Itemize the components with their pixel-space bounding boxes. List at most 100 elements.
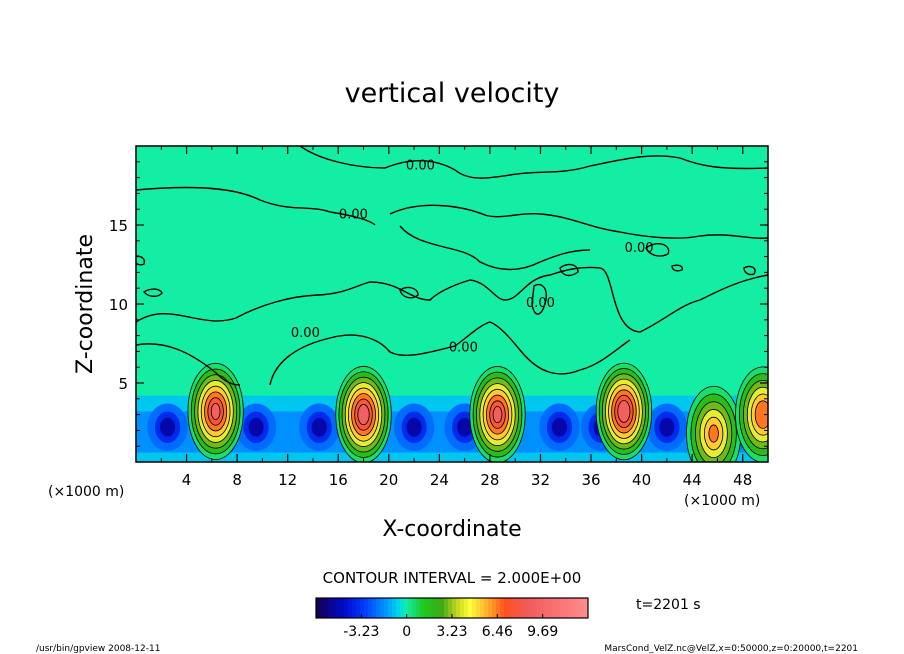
contour-label: 0.00: [406, 159, 435, 174]
colorbar-segment: [416, 598, 421, 618]
x-tick-label: 24: [430, 471, 449, 489]
colorbar-segment: [340, 598, 345, 618]
colorbar-segment: [364, 598, 369, 618]
zero-contour-blob-1: [142, 288, 163, 297]
x-tick-label: 32: [531, 471, 550, 489]
colorbar-segment: [384, 598, 389, 618]
y-tick-label: 10: [109, 296, 128, 314]
colorbar-segment: [344, 598, 349, 618]
colorbar-tick-label: 6.46: [482, 624, 513, 640]
contour-label: 0.00: [625, 241, 654, 256]
colorbar-segment: [396, 598, 401, 618]
colorbar-tick-label: -3.23: [343, 624, 379, 640]
x-unit-left: (×1000 m): [48, 484, 124, 500]
colorbar-tick-label: 3.23: [436, 624, 467, 640]
colorbar-tick-label: 0: [402, 624, 411, 640]
colorbar: -3.23 0 3.23 6.46 9.69: [315, 597, 589, 640]
colorbar-segment: [524, 598, 529, 618]
colorbar-segment: [380, 598, 385, 618]
zero-contour-mid: [269, 321, 631, 386]
colorbar-segment: [420, 598, 425, 618]
colorbar-segment: [480, 598, 485, 618]
colorbar-segment: [500, 598, 505, 618]
zero-contour-lines: [136, 146, 768, 386]
colorbar-segment: [576, 598, 581, 618]
downdraft-core: [406, 417, 422, 437]
colorbar-segment: [468, 598, 473, 618]
colorbar-segment: [368, 598, 373, 618]
colorbar-tick-label: 9.69: [527, 624, 558, 640]
colorbar-segment: [324, 598, 329, 618]
updraft-contour: [617, 400, 631, 423]
colorbar-segment: [352, 598, 357, 618]
colorbar-segment: [556, 598, 561, 618]
zero-contour-upper-3: [389, 204, 768, 240]
x-unit-right: (×1000 m): [684, 493, 760, 509]
downdraft-core: [311, 417, 327, 437]
chart-title: vertical velocity: [345, 78, 560, 109]
x-tick-label: 16: [329, 471, 348, 489]
zero-contour-lower: [136, 266, 768, 333]
time-label: t=2201 s: [636, 597, 701, 613]
colorbar-segment: [580, 598, 585, 618]
zero-contour-blob-5: [531, 283, 548, 315]
colorbar-segment: [528, 598, 533, 618]
colorbar-segment: [320, 598, 325, 618]
colorbar-segment: [392, 598, 397, 618]
downdraft-core: [659, 417, 675, 437]
colorbar-segment: [448, 598, 453, 618]
zero-contour-blob-2: [399, 286, 419, 299]
colorbar-segment: [548, 598, 553, 618]
colorbar-segment: [488, 598, 493, 618]
colorbar-segment: [564, 598, 569, 618]
updraft-contour: [754, 400, 768, 429]
colorbar-segment: [584, 598, 589, 618]
zero-contour-upper-2: [299, 146, 768, 179]
updraft-contour: [210, 402, 221, 420]
colorbar-segment: [316, 598, 321, 618]
downdraft-core: [457, 417, 473, 437]
colorbar-segment: [560, 598, 565, 618]
updraft-contour: [357, 404, 370, 426]
colorbar-segment: [536, 598, 541, 618]
colorbar-segment: [336, 598, 341, 618]
colorbar-segment: [440, 598, 445, 618]
zero-contour-lower-2: [136, 343, 241, 386]
colorbar-segment: [412, 598, 417, 618]
colorbar-segment: [492, 598, 497, 618]
footer-left: /usr/bin/gpview 2008-12-11: [36, 644, 160, 654]
zero-contour-upper-4: [399, 225, 591, 271]
colorbar-segment: [404, 598, 409, 618]
x-tick-label: 40: [632, 471, 651, 489]
x-tick-label: 48: [733, 471, 752, 489]
colorbar-segment: [516, 598, 521, 618]
contour-labels: 0.00 0.00 0.00 0.00 0.00 0.00: [291, 159, 654, 356]
contour-label: 0.00: [449, 340, 478, 355]
velocity-field: [136, 362, 768, 462]
y-axis-label: Z-coordinate: [73, 234, 98, 374]
colorbar-segment: [460, 598, 465, 618]
y-tick-label: 5: [118, 375, 128, 393]
y-ticks: 5 10 15: [109, 161, 768, 447]
colorbar-ticks: -3.23 0 3.23 6.46 9.69: [343, 614, 558, 640]
colorbar-segment: [356, 598, 361, 618]
colorbar-segment: [456, 598, 461, 618]
x-axis-label: X-coordinate: [382, 517, 521, 542]
colorbar-segment: [408, 598, 413, 618]
downdraft-core: [551, 417, 568, 437]
colorbar-segment: [532, 598, 537, 618]
colorbar-segment: [476, 598, 481, 618]
x-tick-label: 4: [182, 471, 192, 489]
colorbar-segment: [512, 598, 517, 618]
updraft-contour: [708, 424, 719, 443]
colorbar-segment: [428, 598, 433, 618]
colorbar-segment: [504, 598, 509, 618]
colorbar-segment: [432, 598, 437, 618]
x-tick-label: 36: [581, 471, 600, 489]
colorbar-segment: [540, 598, 545, 618]
contour-label: 0.00: [526, 296, 555, 311]
contour-label: 0.00: [339, 208, 368, 223]
colorbar-segment: [348, 598, 353, 618]
colorbar-segment: [464, 598, 469, 618]
